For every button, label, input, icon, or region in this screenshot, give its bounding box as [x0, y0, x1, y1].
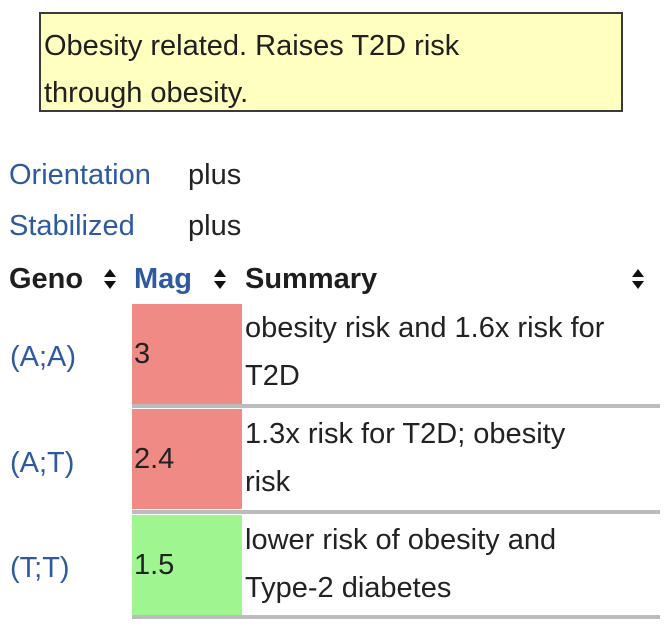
property-value-stabilized: plus: [188, 210, 242, 242]
summary-text-line-1: 1.3x risk for T2D; obesity: [245, 418, 566, 450]
summary-cell: 1.3x risk for T2D; obesity risk: [244, 410, 660, 510]
info-notice-box: Obesity related. Raises T2D risk through…: [39, 12, 623, 112]
summary-cell: obesity risk and 1.6x risk for T2D: [244, 304, 660, 404]
property-value-orientation: plus: [188, 159, 242, 191]
magnitude-cell: 1.5: [132, 515, 242, 615]
magnitude-value: 2.4: [134, 442, 175, 475]
notice-line-2: through obesity.: [44, 77, 249, 109]
genotype-link-at[interactable]: (A;T): [10, 447, 75, 479]
sort-arrows-icon[interactable]: [632, 269, 644, 289]
magnitude-value: 1.5: [134, 548, 175, 581]
magnitude-cell: 2.4: [132, 409, 242, 509]
summary-text-line-2: Type-2 diabetes: [245, 572, 452, 604]
sort-arrows-icon[interactable]: [104, 269, 116, 289]
genotype-link-aa[interactable]: (A;A): [10, 341, 77, 373]
summary-text-line-1: lower risk of obesity and: [245, 524, 557, 556]
sort-arrows-icon[interactable]: [214, 269, 226, 289]
genotype-link-tt[interactable]: (T;T): [10, 552, 70, 584]
magnitude-value: 3: [134, 337, 151, 370]
column-header-geno[interactable]: Geno: [9, 263, 84, 295]
notice-line-1: Obesity related. Raises T2D risk: [44, 30, 460, 62]
summary-text-line-2: risk: [245, 466, 291, 498]
magnitude-cell: 3: [132, 304, 242, 404]
row-divider: [132, 510, 660, 514]
summary-text-line-1: obesity risk and 1.6x risk for: [245, 312, 605, 344]
summary-cell: lower risk of obesity and Type-2 diabete…: [244, 516, 660, 616]
property-key-stabilized[interactable]: Stabilized: [9, 210, 135, 242]
column-header-summary[interactable]: Summary: [245, 263, 378, 295]
summary-text-line-2: T2D: [245, 360, 300, 392]
column-header-mag[interactable]: Mag: [134, 263, 192, 295]
row-divider: [132, 615, 660, 619]
property-key-orientation[interactable]: Orientation: [9, 159, 151, 191]
row-divider: [132, 404, 660, 408]
